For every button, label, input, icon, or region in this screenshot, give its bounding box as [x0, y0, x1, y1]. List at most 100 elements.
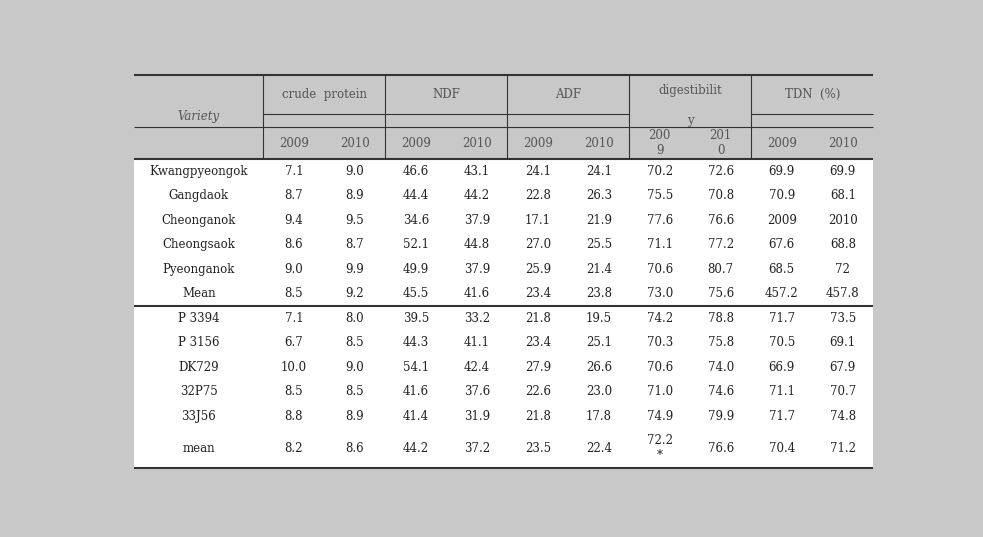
Text: TDN  (%): TDN (%) — [784, 88, 839, 101]
Text: 71.2: 71.2 — [830, 441, 856, 454]
Text: NDF: NDF — [433, 88, 460, 101]
Text: 8.5: 8.5 — [284, 385, 303, 398]
Text: 41.6: 41.6 — [403, 385, 429, 398]
Text: 25.5: 25.5 — [586, 238, 611, 251]
Text: 37.9: 37.9 — [464, 214, 490, 227]
Text: 80.7: 80.7 — [708, 263, 734, 276]
Text: 9.5: 9.5 — [345, 214, 364, 227]
Text: 78.8: 78.8 — [708, 312, 733, 325]
Text: 9.2: 9.2 — [345, 287, 364, 300]
Text: mean: mean — [183, 441, 215, 454]
Text: 9.0: 9.0 — [345, 361, 364, 374]
Text: Cheonganok: Cheonganok — [161, 214, 236, 227]
Text: 17.8: 17.8 — [586, 410, 611, 423]
Text: Pyeonganok: Pyeonganok — [162, 263, 235, 276]
Text: 70.6: 70.6 — [647, 263, 673, 276]
Text: 71.7: 71.7 — [769, 312, 795, 325]
Text: 76.6: 76.6 — [708, 441, 734, 454]
Text: 31.9: 31.9 — [464, 410, 490, 423]
Text: 49.9: 49.9 — [403, 263, 429, 276]
Text: 66.9: 66.9 — [769, 361, 795, 374]
Text: 52.1: 52.1 — [403, 238, 429, 251]
Text: 70.5: 70.5 — [769, 336, 795, 349]
Text: 8.5: 8.5 — [345, 336, 364, 349]
Text: 2010: 2010 — [828, 137, 857, 150]
Text: 73.5: 73.5 — [830, 312, 856, 325]
Text: 8.6: 8.6 — [284, 238, 303, 251]
Text: 72.6: 72.6 — [708, 165, 734, 178]
Text: 457.2: 457.2 — [765, 287, 798, 300]
Text: 8.7: 8.7 — [345, 238, 364, 251]
Text: 73.0: 73.0 — [647, 287, 673, 300]
Text: 2009: 2009 — [523, 137, 552, 150]
Text: 37.2: 37.2 — [464, 441, 490, 454]
Text: 44.3: 44.3 — [403, 336, 429, 349]
Text: digestibilit: digestibilit — [659, 84, 723, 97]
Text: 71.0: 71.0 — [647, 385, 672, 398]
Text: DK729: DK729 — [179, 361, 219, 374]
Text: 42.4: 42.4 — [464, 361, 490, 374]
Text: 46.6: 46.6 — [403, 165, 429, 178]
Text: 44.2: 44.2 — [403, 441, 429, 454]
Text: 2010: 2010 — [584, 137, 613, 150]
Text: 70.4: 70.4 — [769, 441, 795, 454]
Text: 2010: 2010 — [340, 137, 370, 150]
Text: 74.6: 74.6 — [708, 385, 734, 398]
Text: 24.1: 24.1 — [525, 165, 550, 178]
Text: 75.6: 75.6 — [708, 287, 734, 300]
Text: P 3394: P 3394 — [178, 312, 219, 325]
Text: 76.6: 76.6 — [708, 214, 734, 227]
Bar — [135, 75, 873, 159]
Text: 74.2: 74.2 — [647, 312, 672, 325]
Text: Mean: Mean — [182, 287, 215, 300]
Text: 23.4: 23.4 — [525, 287, 550, 300]
Text: 71.1: 71.1 — [647, 238, 672, 251]
Text: 23.0: 23.0 — [586, 385, 611, 398]
Text: 9.9: 9.9 — [345, 263, 364, 276]
Text: 72: 72 — [836, 263, 850, 276]
Text: 17.1: 17.1 — [525, 214, 550, 227]
Text: 33.2: 33.2 — [464, 312, 490, 325]
Text: 43.1: 43.1 — [464, 165, 490, 178]
Text: 34.6: 34.6 — [403, 214, 429, 227]
Text: 37.6: 37.6 — [464, 385, 490, 398]
Text: 71.1: 71.1 — [769, 385, 795, 398]
Text: 39.5: 39.5 — [403, 312, 429, 325]
Text: 8.5: 8.5 — [345, 385, 364, 398]
Text: 25.9: 25.9 — [525, 263, 550, 276]
Text: 8.6: 8.6 — [345, 441, 364, 454]
Text: 54.1: 54.1 — [403, 361, 429, 374]
Text: 7.1: 7.1 — [284, 165, 303, 178]
Text: 74.9: 74.9 — [647, 410, 673, 423]
Text: 8.5: 8.5 — [284, 287, 303, 300]
Text: 6.7: 6.7 — [284, 336, 303, 349]
Text: 70.2: 70.2 — [647, 165, 672, 178]
Text: 23.5: 23.5 — [525, 441, 550, 454]
Text: 75.5: 75.5 — [647, 190, 673, 202]
Text: 8.7: 8.7 — [284, 190, 303, 202]
Text: 72.2
*: 72.2 * — [647, 434, 672, 462]
Text: 26.3: 26.3 — [586, 190, 611, 202]
Text: 68.5: 68.5 — [769, 263, 795, 276]
Text: P 3156: P 3156 — [178, 336, 219, 349]
Text: 201
0: 201 0 — [710, 129, 732, 157]
Text: 22.6: 22.6 — [525, 385, 550, 398]
Text: 70.7: 70.7 — [830, 385, 856, 398]
Text: 2010: 2010 — [462, 137, 492, 150]
Text: 44.4: 44.4 — [403, 190, 429, 202]
Text: 70.6: 70.6 — [647, 361, 673, 374]
Text: 10.0: 10.0 — [281, 361, 307, 374]
Text: 71.7: 71.7 — [769, 410, 795, 423]
Text: 77.6: 77.6 — [647, 214, 673, 227]
Text: 9.4: 9.4 — [284, 214, 303, 227]
Text: 7.1: 7.1 — [284, 312, 303, 325]
Text: 27.0: 27.0 — [525, 238, 550, 251]
Text: 69.9: 69.9 — [830, 165, 856, 178]
Text: 8.0: 8.0 — [345, 312, 364, 325]
Text: 41.4: 41.4 — [403, 410, 429, 423]
Text: 457.8: 457.8 — [826, 287, 859, 300]
Text: Kwangpyeongok: Kwangpyeongok — [149, 165, 248, 178]
Text: 44.8: 44.8 — [464, 238, 490, 251]
Text: 32P75: 32P75 — [180, 385, 217, 398]
Text: 200
9: 200 9 — [649, 129, 671, 157]
